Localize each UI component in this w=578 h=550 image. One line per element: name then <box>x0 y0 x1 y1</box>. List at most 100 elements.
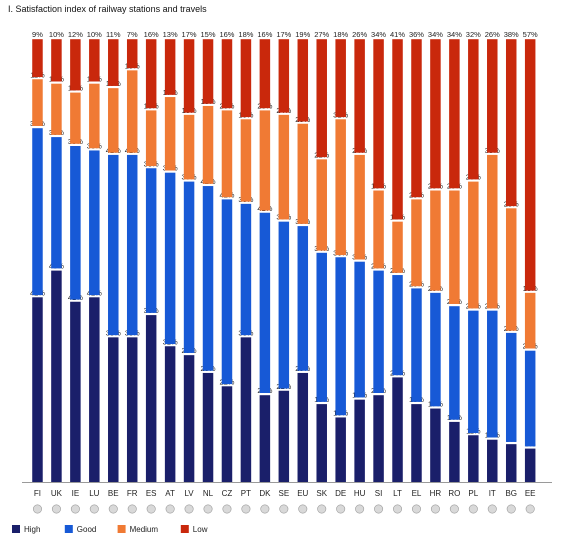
data-label-low-se: 17% <box>276 30 291 39</box>
bar-medium-si <box>373 190 384 269</box>
bar-low-ie <box>70 39 81 91</box>
legend-label-medium: Medium <box>130 525 159 534</box>
bar-high-lu <box>89 297 100 482</box>
bar-low-lv <box>183 39 195 113</box>
bar-high-sk <box>316 404 327 482</box>
bar-high-uk <box>51 270 62 482</box>
data-label-low-pl: 32% <box>466 30 481 39</box>
bar-high-lv <box>183 355 195 482</box>
data-label-low-at: 13% <box>163 30 178 39</box>
bar-medium-fr <box>126 70 138 153</box>
category-label-cz: CZ <box>222 489 233 498</box>
bar-low-cz <box>221 39 233 109</box>
bar-good-uk <box>51 137 62 269</box>
data-label-low-bg: 38% <box>504 30 519 39</box>
category-label-pt: PT <box>241 489 251 498</box>
bar-good-bg <box>505 332 517 442</box>
flag-icon-at <box>165 504 175 514</box>
flag-icon-uk <box>51 504 61 514</box>
bar-low-de <box>335 39 346 118</box>
flag-icon-fi <box>32 504 42 514</box>
category-label-fr: FR <box>127 489 138 498</box>
data-label-low-uk: 10% <box>49 30 64 39</box>
legend-swatch-medium <box>117 525 126 533</box>
category-label-nl: NL <box>203 489 214 498</box>
bar-low-si <box>373 39 384 189</box>
bar-low-uk <box>51 39 62 82</box>
bar-medium-it <box>487 154 498 309</box>
category-label-uk: UK <box>51 489 63 498</box>
flag-icon-el <box>411 504 421 514</box>
category-label-dk: DK <box>259 489 271 498</box>
data-label-low-it: 26% <box>485 30 500 39</box>
category-label-be: BE <box>108 489 119 498</box>
bar-high-de <box>335 417 346 482</box>
data-label-low-lu: 10% <box>87 30 102 39</box>
flag-icon-pl <box>468 504 478 514</box>
chart-title: I. Satisfaction index of railway station… <box>8 4 207 14</box>
bar-low-lt <box>392 39 403 220</box>
bar-good-nl <box>202 186 214 371</box>
category-label-it: IT <box>489 489 496 498</box>
bar-low-pt <box>240 39 252 118</box>
bar-high-bg <box>505 444 517 482</box>
bar-good-lv <box>183 181 195 353</box>
bar-high-cz <box>221 386 233 482</box>
bar-good-cz <box>221 199 233 385</box>
bar-good-es <box>145 168 157 313</box>
flag-icon-hr <box>430 504 440 514</box>
bar-low-it <box>487 39 498 153</box>
bar-high-pl <box>468 435 479 482</box>
flag-icon-ie <box>70 504 80 514</box>
bar-high-at <box>164 346 176 482</box>
data-label-low-si: 34% <box>371 30 386 39</box>
bar-good-lu <box>89 150 100 296</box>
bar-good-it <box>487 310 498 438</box>
flag-icon-lv <box>184 504 194 514</box>
legend-swatch-low <box>180 525 189 533</box>
bar-medium-ro <box>449 190 460 304</box>
bar-good-sk <box>316 252 327 402</box>
data-label-low-pt: 18% <box>238 30 253 39</box>
data-label-low-dk: 16% <box>257 30 272 39</box>
bar-medium-pl <box>468 181 479 309</box>
bar-low-se <box>278 39 290 113</box>
bar-medium-lt <box>392 221 403 273</box>
bar-high-es <box>145 315 157 482</box>
bar-high-it <box>487 439 498 482</box>
bar-high-ro <box>449 421 460 482</box>
bar-high-si <box>373 395 384 482</box>
flag-icon-nl <box>203 504 213 514</box>
bar-medium-el <box>411 199 422 287</box>
flag-icon-cz <box>222 504 232 514</box>
bar-medium-lv <box>183 114 195 180</box>
category-label-lu: LU <box>89 489 99 498</box>
bar-medium-uk <box>51 83 62 135</box>
bar-good-lt <box>392 275 403 376</box>
bar-high-se <box>278 390 290 482</box>
legend-label-good: Good <box>77 525 97 534</box>
data-label-low-eu: 19% <box>295 30 310 39</box>
flag-icon-eu <box>298 504 308 514</box>
data-label-low-lt: 41% <box>390 30 405 39</box>
flag-icon-lu <box>89 504 99 514</box>
data-label-low-ie: 12% <box>68 30 83 39</box>
bar-medium-de <box>335 119 346 256</box>
flag-icon-it <box>487 504 497 514</box>
category-label-bg: BG <box>505 489 517 498</box>
flag-icon-lt <box>393 504 403 514</box>
bar-medium-eu <box>297 123 309 224</box>
bar-medium-nl <box>202 105 214 184</box>
bar-good-fi <box>32 128 43 296</box>
bar-high-dk <box>259 395 271 482</box>
bar-good-se <box>278 221 290 389</box>
bar-medium-at <box>164 97 176 171</box>
bar-low-hr <box>430 39 441 189</box>
category-label-hu: HU <box>354 489 366 498</box>
bar-medium-bg <box>505 208 517 331</box>
bar-good-dk <box>259 212 271 393</box>
data-label-low-fi: 9% <box>32 30 43 39</box>
bar-low-be <box>108 39 119 86</box>
data-label-low-sk: 27% <box>314 30 329 39</box>
bar-medium-lu <box>89 83 100 149</box>
